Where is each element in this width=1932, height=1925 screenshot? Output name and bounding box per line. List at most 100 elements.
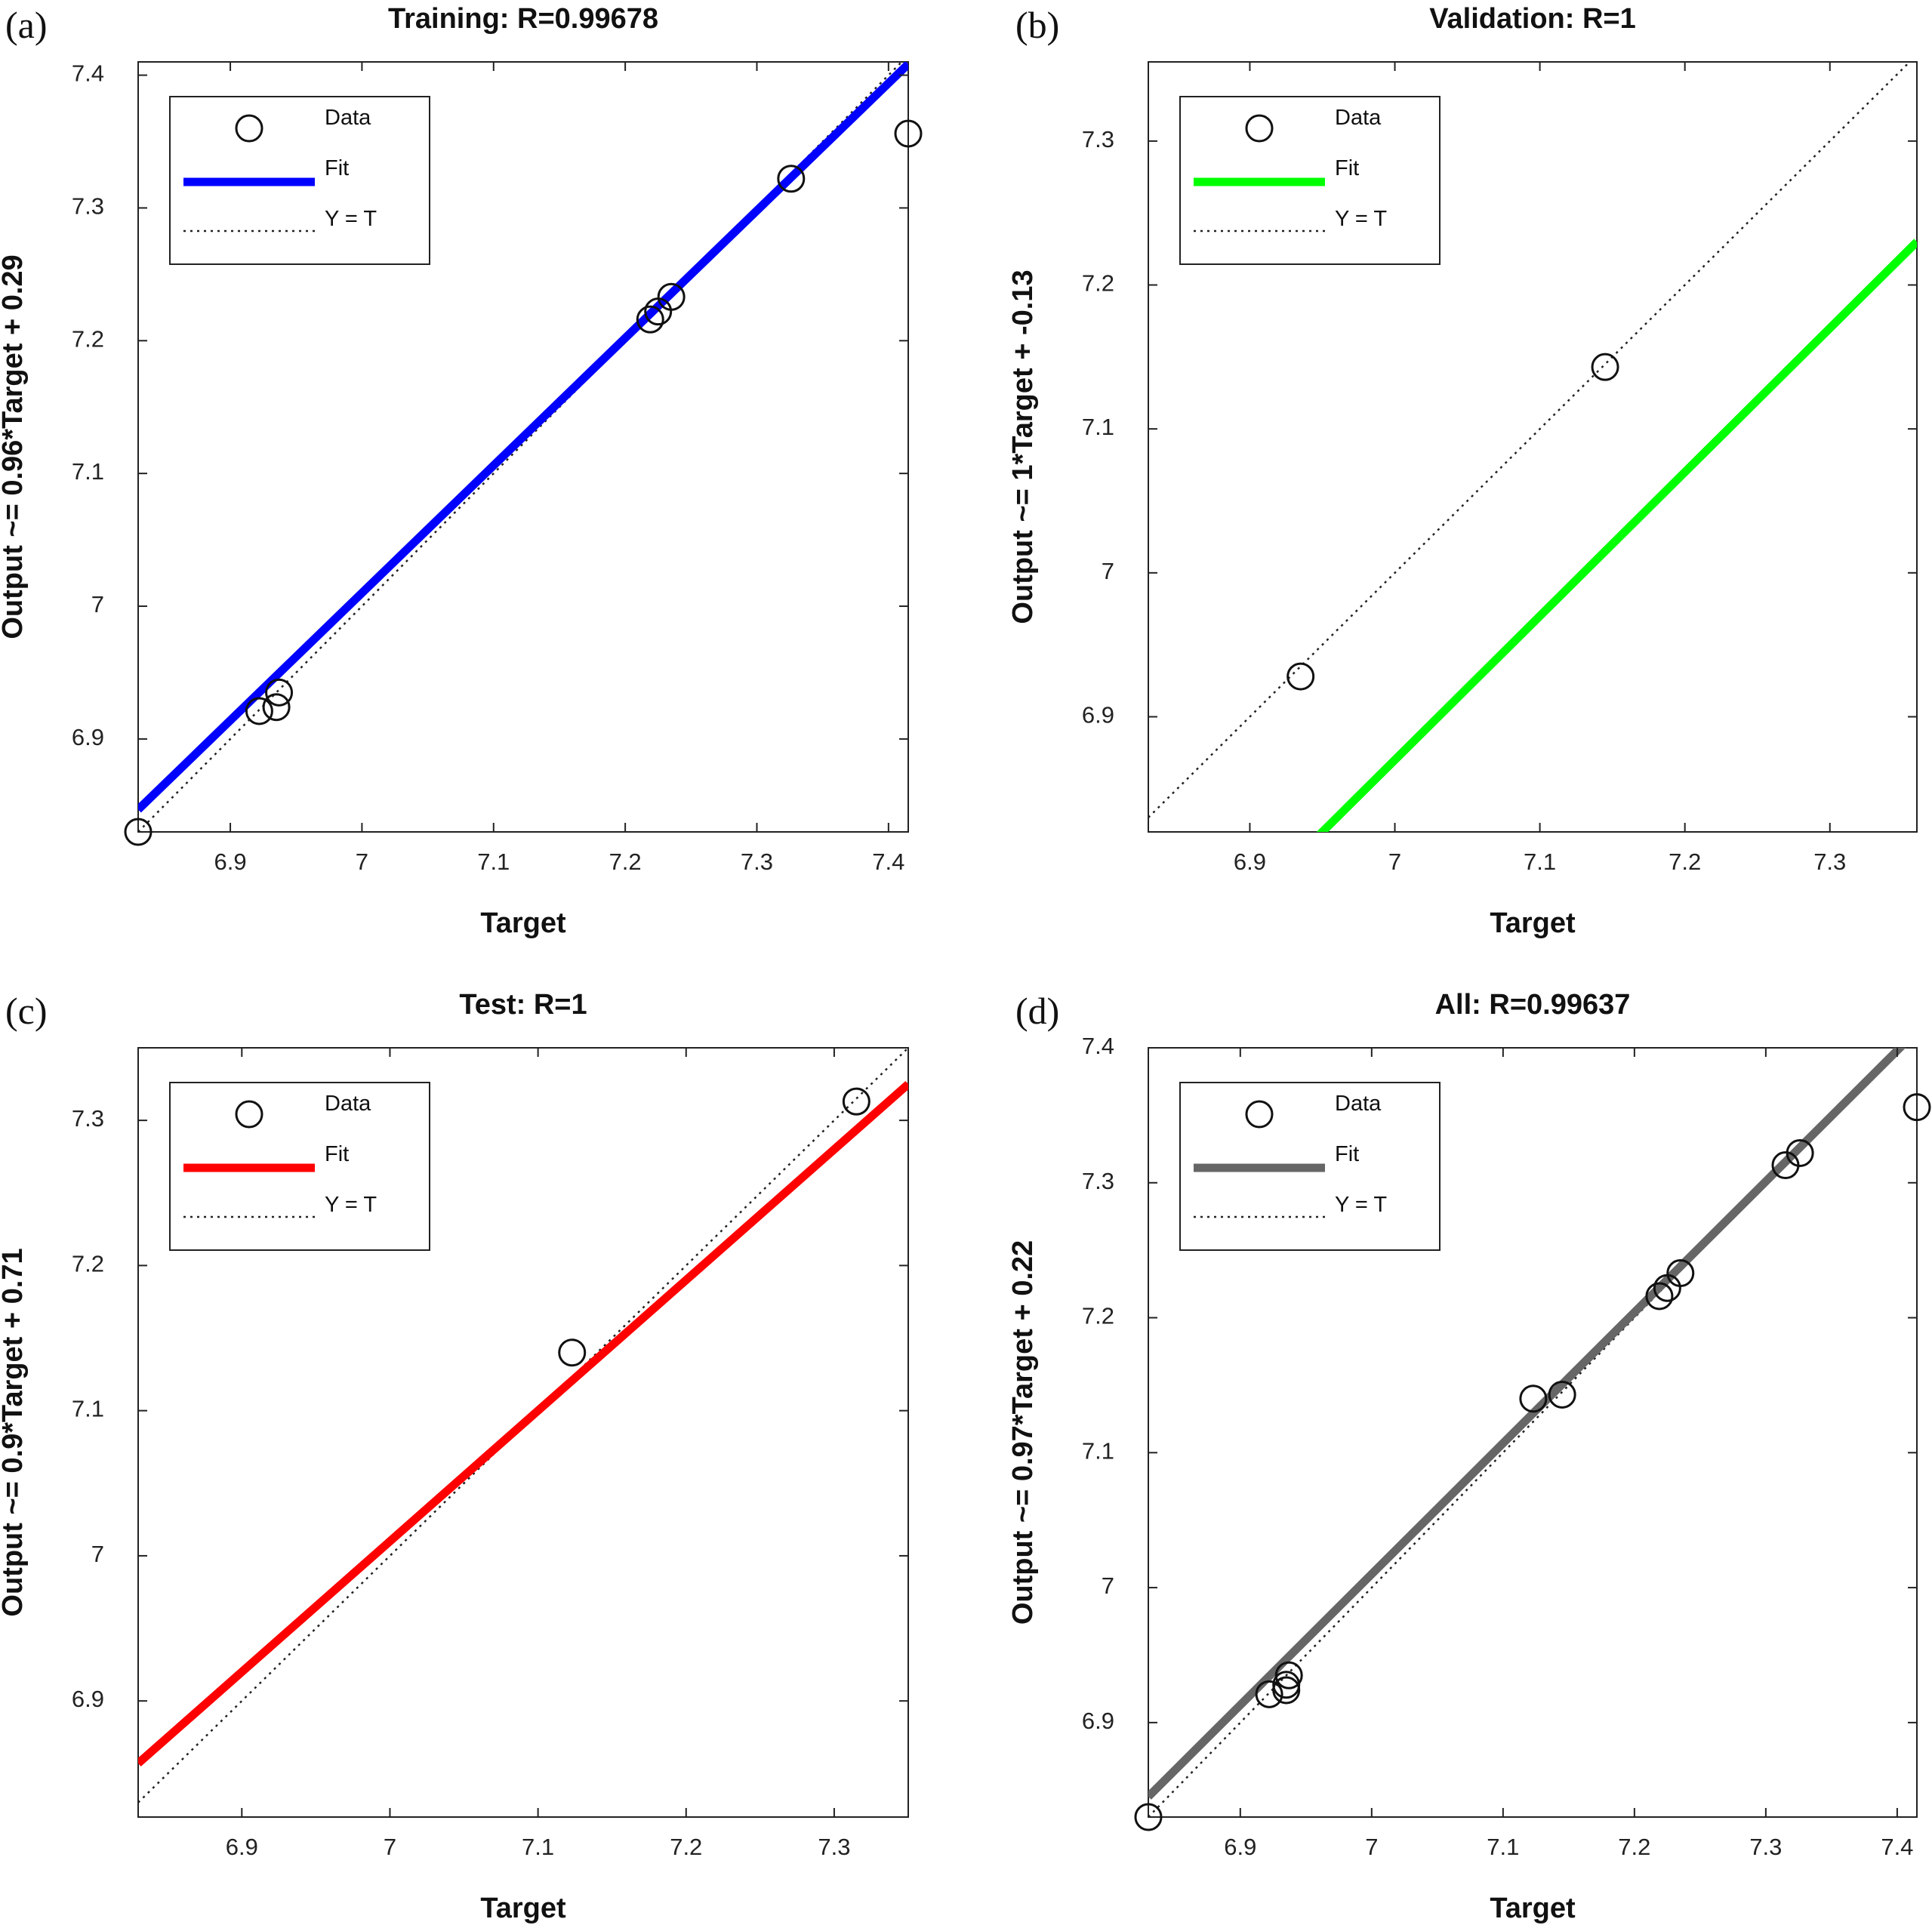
- y-axis-label: Output ~= 0.97*Target + 0.22: [1007, 1240, 1039, 1625]
- x-tick-label: 7.3: [1749, 1834, 1782, 1860]
- y-axis-label: Output ~= 1*Target + -0.13: [1007, 270, 1039, 624]
- legend: Data Fit Y = T: [169, 96, 430, 265]
- y-axis-label: Output ~= 0.96*Target + 0.29: [0, 254, 29, 639]
- x-tick-label: 6.9: [214, 849, 246, 875]
- y-tick-label: 6.9: [72, 1686, 104, 1712]
- y-tick-label: 7: [91, 1541, 104, 1567]
- y-tick-label: 7.2: [72, 1250, 104, 1277]
- data-point: [1903, 1093, 1931, 1122]
- data-point: [894, 119, 923, 148]
- data-point: [1786, 1138, 1814, 1167]
- legend: Data Fit Y = T: [169, 1082, 430, 1251]
- data-point: [124, 818, 153, 846]
- x-tick-label: 7.2: [1618, 1834, 1650, 1860]
- legend-fit-label: Fit: [1335, 1142, 1359, 1166]
- legend-data-label: Data: [1335, 106, 1382, 130]
- x-tick-label: 7.2: [1669, 849, 1701, 875]
- data-point: [636, 305, 664, 334]
- x-axis-label: Target: [480, 907, 566, 939]
- legend-yt-label: Y = T: [1335, 1193, 1387, 1217]
- legend-yt-label: Y = T: [325, 207, 377, 231]
- x-tick-label: 7.1: [477, 849, 510, 875]
- y-tick-label: 7.1: [1082, 414, 1114, 440]
- legend: Data Fit Y = T: [1179, 96, 1441, 265]
- legend-data-marker: [235, 1100, 263, 1129]
- panel-label: (a): [5, 4, 48, 46]
- x-tick-label: 7.1: [1487, 1834, 1519, 1860]
- y-tick-label: 7.1: [72, 1396, 104, 1422]
- x-tick-label: 6.9: [226, 1834, 258, 1860]
- data-point: [1591, 353, 1619, 381]
- panel-label: (d): [1015, 990, 1059, 1032]
- data-point: [842, 1087, 870, 1116]
- chart-panel-c: 6.9 7 7.1 7.2 7.3 6.9 7 7.1 7.2 7.3 Data Fit Y = T Te…: [0, 989, 909, 1924]
- panel-label: (c): [5, 990, 48, 1032]
- y-tick-label: 7.1: [72, 458, 104, 485]
- x-tick-label: 7: [1365, 1834, 1378, 1860]
- data-point: [265, 678, 294, 707]
- y-tick-label: 7: [1102, 558, 1114, 584]
- x-axis-label: Target: [480, 1893, 566, 1924]
- data-point: [777, 165, 806, 193]
- x-tick-label: 7.4: [1881, 1834, 1913, 1860]
- chart-title: Test: R=1: [459, 989, 587, 1021]
- x-tick-label: 7.2: [670, 1834, 702, 1860]
- x-tick-label: 7.3: [818, 1834, 850, 1860]
- legend-data-marker: [1245, 114, 1274, 143]
- x-tick-label: 7.3: [741, 849, 773, 875]
- data-point: [262, 693, 291, 722]
- data-point: [1255, 1680, 1283, 1708]
- identity-line: [138, 1048, 908, 1803]
- x-tick-label: 6.9: [1224, 1834, 1256, 1860]
- chart-title: All: R=0.99637: [1435, 989, 1631, 1021]
- y-tick-label: 6.9: [1082, 701, 1114, 728]
- y-tick-label: 7.3: [1082, 126, 1114, 152]
- chart-panel-b: 6.9 7 7.1 7.2 7.3 6.9 7 7.1 7.2 7.3 Data Fit Y = T Va…: [1007, 3, 1918, 939]
- legend-data-label: Data: [325, 106, 371, 130]
- legend-fit-label: Fit: [325, 1142, 349, 1166]
- data-point: [1666, 1259, 1695, 1288]
- y-tick-label: 7.3: [72, 1105, 104, 1132]
- legend-yt-label: Y = T: [1335, 207, 1387, 231]
- y-tick-label: 7.2: [1082, 270, 1114, 297]
- legend-fit-label: Fit: [1335, 156, 1359, 180]
- data-point: [245, 697, 273, 725]
- chart-panel-d: 6.9 7 7.1 7.2 7.3 7.4 6.9 7 7.1 7.2 7.3 7.4 Data Fit Y…: [1007, 989, 1931, 1924]
- legend-data-marker: [235, 114, 263, 143]
- chart-panel-a: 6.9 7 7.1 7.2 7.3 7.4 6.9 7 7.1 7.2 7.3 7.4 Data Fit Y…: [0, 3, 923, 939]
- y-tick-label: 7.1: [1082, 1437, 1114, 1464]
- y-tick-label: 7.3: [1082, 1168, 1114, 1194]
- x-axis-label: Target: [1490, 907, 1576, 939]
- x-axis-label: Target: [1490, 1893, 1576, 1924]
- y-tick-label: 7.2: [72, 325, 104, 352]
- fit-line: [138, 1080, 908, 1766]
- x-tick-label: 7: [384, 1834, 396, 1860]
- x-tick-label: 7.4: [872, 849, 904, 875]
- data-point: [657, 282, 686, 311]
- x-tick-label: 7.2: [609, 849, 642, 875]
- x-tick-label: 7: [1388, 849, 1401, 875]
- y-tick-label: 7.4: [72, 60, 104, 87]
- x-tick-label: 7.1: [1524, 849, 1556, 875]
- chart-title: Training: R=0.99678: [388, 3, 658, 35]
- legend: Data Fit Y = T: [1179, 1082, 1441, 1251]
- y-tick-label: 6.9: [72, 724, 104, 750]
- legend-data-label: Data: [1335, 1092, 1382, 1116]
- data-point: [1286, 662, 1315, 691]
- y-axis-label: Output ~= 0.9*Target + 0.71: [0, 1248, 29, 1616]
- legend-data-marker: [1245, 1100, 1274, 1129]
- data-point: [558, 1338, 587, 1367]
- data-point: [1548, 1380, 1576, 1409]
- data-point: [1134, 1803, 1163, 1831]
- chart-title: Validation: R=1: [1429, 3, 1635, 35]
- data-point: [1519, 1384, 1548, 1413]
- x-tick-label: 6.9: [1234, 849, 1266, 875]
- x-tick-label: 7: [356, 849, 368, 875]
- legend-yt-label: Y = T: [325, 1193, 377, 1217]
- y-tick-label: 7: [91, 591, 104, 618]
- y-tick-label: 7: [1102, 1572, 1114, 1599]
- y-tick-label: 7.4: [1082, 1033, 1114, 1059]
- y-tick-label: 6.9: [1082, 1708, 1114, 1734]
- fit-line: [1316, 239, 1917, 832]
